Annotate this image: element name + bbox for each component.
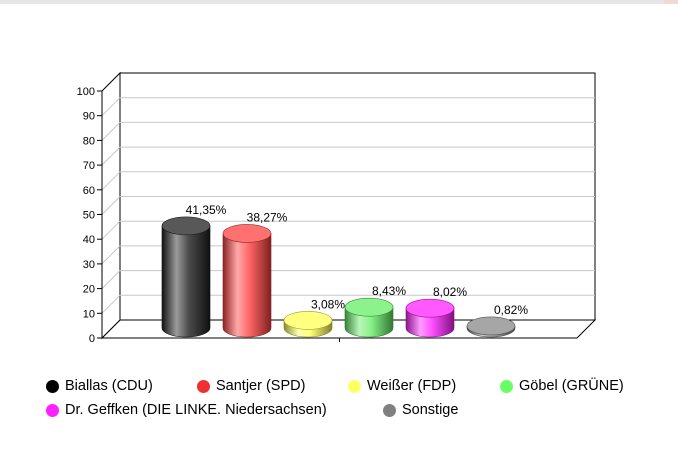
- legend-dot: [197, 379, 210, 393]
- bar-5: [405, 298, 455, 338]
- data-label: 3,08%: [311, 297, 345, 311]
- y-tick-label: 20: [83, 284, 95, 296]
- bar-top: [466, 316, 516, 336]
- legend-item-gruene: Göbel (GRÜNE): [500, 378, 624, 394]
- legend-label: Weißer (FDP): [367, 378, 457, 394]
- gridline-side: [101, 294, 121, 314]
- y-axis: 0 10 20 30 40 50 60 70 80 90 100: [77, 86, 340, 345]
- top-border: [0, 0, 678, 4]
- y-tick-label: 0: [89, 333, 95, 345]
- data-label: 41,35%: [186, 203, 227, 217]
- data-label: 8,43%: [372, 284, 406, 298]
- gridline-side: [101, 245, 121, 265]
- data-label: 0,82%: [494, 303, 528, 317]
- gridline-side: [101, 146, 121, 166]
- bar-1: [161, 216, 211, 338]
- bar-top: [283, 311, 333, 330]
- y-tick-label: 30: [83, 259, 95, 271]
- data-label: 8,02%: [433, 285, 467, 299]
- gridline-side: [101, 270, 121, 289]
- bar-body: [222, 233, 272, 338]
- legend-label: Dr. Geffken (DIE LINKE. Niedersachsen): [65, 402, 327, 418]
- y-tick-label: 50: [83, 210, 95, 222]
- top-border-accent: [664, 0, 678, 4]
- legend: Biallas (CDU) Santjer (SPD) Weißer (FDP)…: [0, 372, 678, 432]
- legend-item-fdp: Weißer (FDP): [348, 378, 456, 394]
- legend-dot: [348, 379, 361, 393]
- bar-chart: 0 10 20 30 40 50 60 70 80 90 100 41,35% 38,27% 3,08%…: [77, 71, 597, 345]
- gridline-side: [101, 171, 121, 191]
- y-tick-label: 60: [83, 185, 95, 197]
- gridline-side: [101, 97, 121, 117]
- data-label: 38,27%: [247, 210, 288, 224]
- bar-2: [222, 224, 272, 338]
- legend-item-cdu: Biallas (CDU): [46, 378, 153, 394]
- legend-item-sonstige: Sonstige: [383, 402, 458, 418]
- bar-top: [405, 298, 455, 318]
- legend-dot: [46, 379, 59, 393]
- bar-3: [283, 311, 333, 338]
- gridline-side: [101, 220, 121, 240]
- bar-4: [344, 297, 394, 338]
- legend-label: Sonstige: [402, 402, 459, 418]
- y-tick-label: 70: [83, 160, 95, 172]
- legend-item-linke: Dr. Geffken (DIE LINKE. Niedersachsen): [46, 402, 327, 418]
- y-tick-label: 40: [83, 234, 95, 246]
- legend-label: Göbel (GRÜNE): [519, 378, 624, 394]
- legend-dot: [500, 379, 513, 393]
- legend-item-spd: Santjer (SPD): [197, 378, 305, 394]
- bar-top: [222, 224, 272, 243]
- legend-dot: [383, 403, 396, 417]
- y-tick-label: 100: [77, 86, 95, 98]
- data-labels: 41,35% 38,27% 3,08% 8,43% 8,02% 0,82%: [186, 203, 529, 317]
- legend-label: Biallas (CDU): [65, 378, 153, 394]
- bar-top: [161, 216, 211, 236]
- legend-dot: [46, 403, 59, 417]
- gridline-side: [101, 196, 121, 215]
- y-tick-label: 90: [83, 111, 95, 123]
- y-tick-label: 10: [83, 308, 95, 320]
- bar-6: [466, 316, 516, 338]
- bars: [161, 216, 516, 338]
- legend-label: Santjer (SPD): [216, 378, 306, 394]
- gridline-side: [101, 122, 121, 141]
- bar-top: [344, 297, 394, 317]
- y-tick-label: 80: [83, 135, 95, 147]
- bar-body: [161, 225, 211, 338]
